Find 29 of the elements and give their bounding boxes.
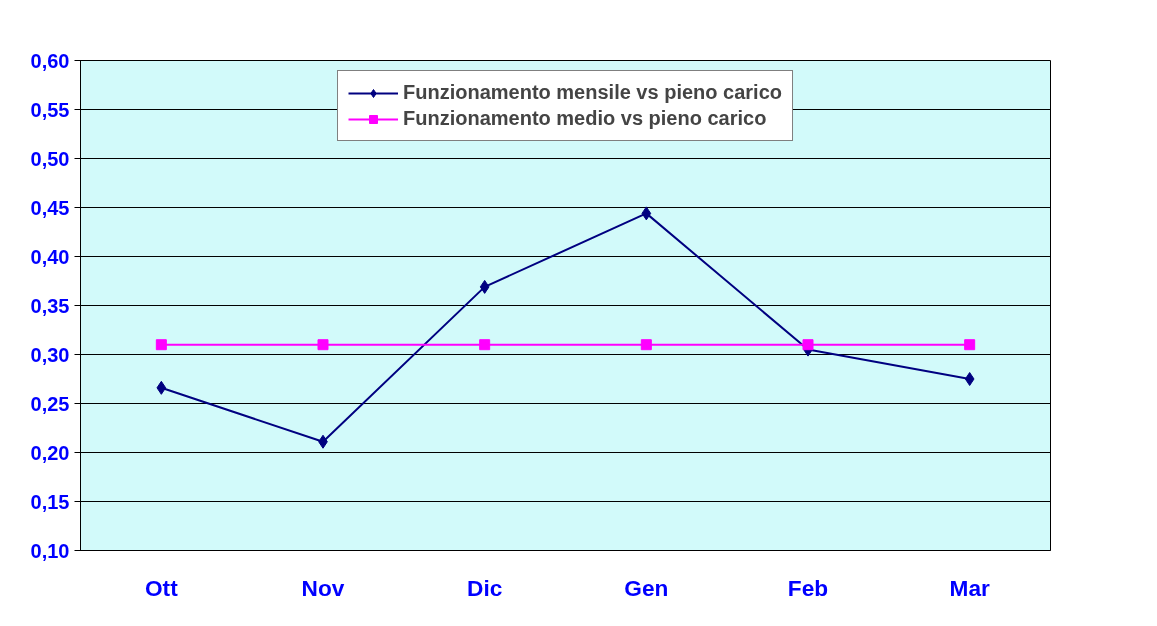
legend-label: Funzionamento mensile vs pieno carico — [403, 81, 782, 104]
point — [479, 279, 490, 294]
x-tick-label: Gen — [624, 574, 669, 601]
point — [479, 339, 491, 351]
y-tick-label: 0,30 — [30, 343, 70, 366]
legend-label: Funzionamento medio vs pieno carico — [403, 107, 767, 130]
x-tick-label: Nov — [301, 574, 345, 601]
x-tick-label: Dic — [467, 574, 503, 601]
point — [640, 339, 652, 351]
point — [964, 339, 976, 351]
y-tick-label: 0,20 — [30, 441, 70, 464]
point — [641, 206, 652, 221]
y-tick-label: 0,60 — [30, 49, 70, 72]
y-tick-label: 0,50 — [30, 147, 70, 170]
point — [317, 339, 329, 351]
y-tick-label: 0,25 — [30, 392, 70, 415]
point — [155, 339, 167, 351]
y-tick-label: 0,35 — [30, 294, 70, 317]
y-tick-label: 0,55 — [30, 98, 70, 121]
y-tick-label: 0,10 — [30, 539, 70, 562]
x-tick-label: Mar — [949, 574, 990, 601]
point — [156, 380, 167, 395]
y-tick-label: 0,40 — [30, 245, 70, 268]
y-tick-label: 0,15 — [30, 490, 70, 513]
point — [964, 372, 975, 386]
y-tick-label: 0,45 — [30, 196, 70, 219]
point — [802, 339, 814, 351]
x-tick-label: Feb — [787, 574, 829, 601]
x-tick-label: Ott — [144, 574, 179, 601]
